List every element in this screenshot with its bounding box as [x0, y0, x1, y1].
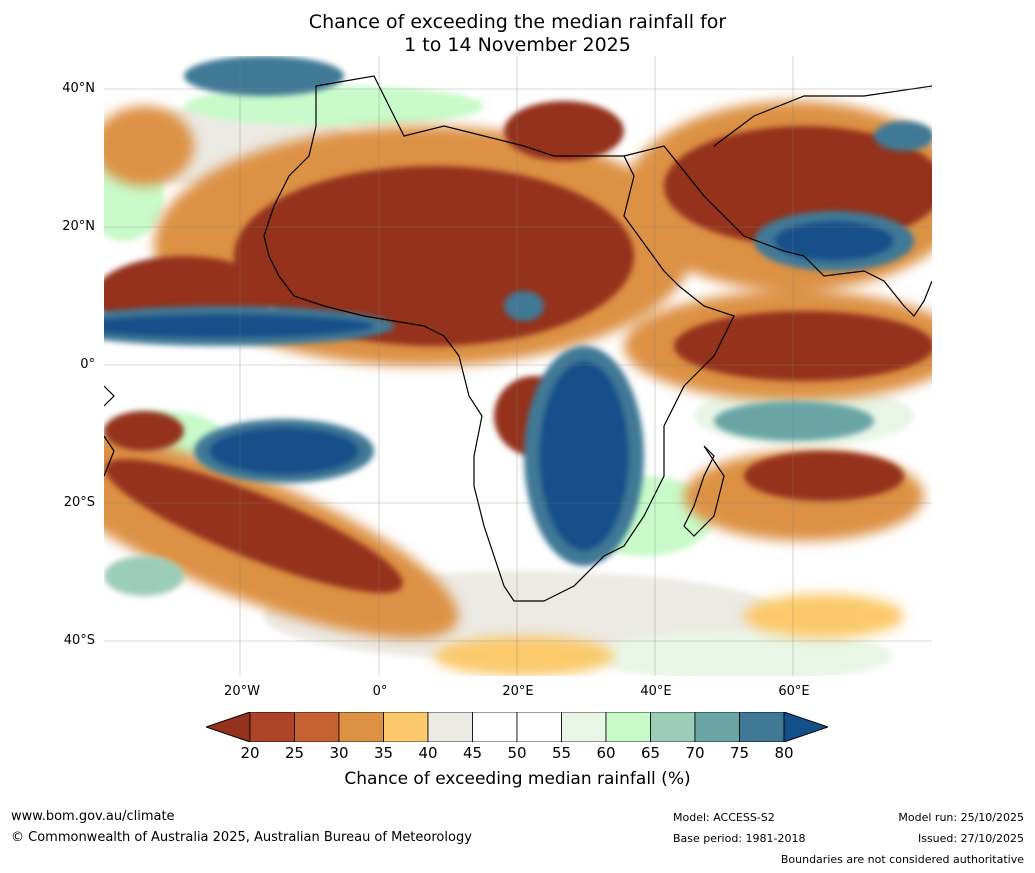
- colorbar-segment: [383, 712, 429, 742]
- lat-label-40s: 40°S: [63, 633, 95, 648]
- colorbar-segment: [694, 712, 740, 742]
- colorbar-tick-label: 20: [240, 744, 260, 762]
- map-title-line2: 1 to 14 November 2025: [404, 34, 631, 56]
- footer-copyright: © Commonwealth of Australia 2025, Austra…: [11, 830, 472, 845]
- lon-label-40e: 40°E: [640, 684, 672, 699]
- colorbar-tick-label: 35: [373, 744, 394, 762]
- colorbar-extend-low: [206, 712, 251, 742]
- colorbar-tick-label: 75: [729, 744, 750, 762]
- colorbar-segment: [338, 712, 384, 742]
- colorbar-tick-label: 40: [418, 744, 438, 762]
- colorbar-segment: [605, 712, 651, 742]
- footer-model: Model: ACCESS-S2: [673, 811, 775, 824]
- footer-url: www.bom.gov.au/climate: [11, 809, 175, 824]
- colorbar-tick-label: 65: [640, 744, 661, 762]
- colorbar-segment: [516, 712, 562, 742]
- lat-label-20s: 20°S: [63, 495, 95, 510]
- colorbar-tick-label: 60: [596, 744, 616, 762]
- colorbar-tick-label: 80: [774, 744, 794, 762]
- colorbar-segment: [427, 712, 473, 742]
- colorbar-segment: [561, 712, 607, 742]
- colorbar-tick-label: 30: [329, 744, 349, 762]
- footer-base-period: Base period: 1981-2018: [673, 832, 806, 845]
- footer-issued: Issued: 27/10/2025: [917, 832, 1024, 845]
- graticule: [104, 56, 932, 676]
- lon-label-0: 0°: [372, 684, 388, 699]
- colorbar-segment: [472, 712, 518, 742]
- colorbar: [206, 712, 828, 742]
- wet-fill: [104, 56, 932, 596]
- footer-disclaimer: Boundaries are not considered authoritat…: [780, 853, 1024, 866]
- footer-model-run: Model run: 25/10/2025: [898, 811, 1024, 824]
- map-svg: [104, 56, 932, 676]
- colorbar-segment: [249, 712, 295, 742]
- colorbar-label: Chance of exceeding median rainfall (%): [344, 769, 691, 789]
- lon-label-60e: 60°E: [778, 684, 810, 699]
- colorbar-tick-label: 25: [284, 744, 305, 762]
- colorbar-segment: [294, 712, 340, 742]
- map-title-line1: Chance of exceeding the median rainfall …: [308, 11, 727, 33]
- colorbar-tick-label: 50: [507, 744, 527, 762]
- lat-label-40n: 40°N: [62, 81, 95, 96]
- rainfall-probability-map: [104, 56, 932, 676]
- colorbar-segment: [739, 712, 785, 742]
- lon-label-20w: 20°W: [224, 684, 260, 699]
- colorbar-segment: [650, 712, 696, 742]
- lat-label-0: 0°: [80, 357, 95, 372]
- colorbar-tick-label: 55: [551, 744, 572, 762]
- colorbar-extend-high: [783, 712, 828, 742]
- colorbar-tick-label: 70: [685, 744, 705, 762]
- coastlines: [104, 75, 932, 602]
- lon-label-20e: 20°E: [502, 684, 534, 699]
- lat-label-20n: 20°N: [62, 219, 95, 234]
- colorbar-tick-label: 45: [462, 744, 483, 762]
